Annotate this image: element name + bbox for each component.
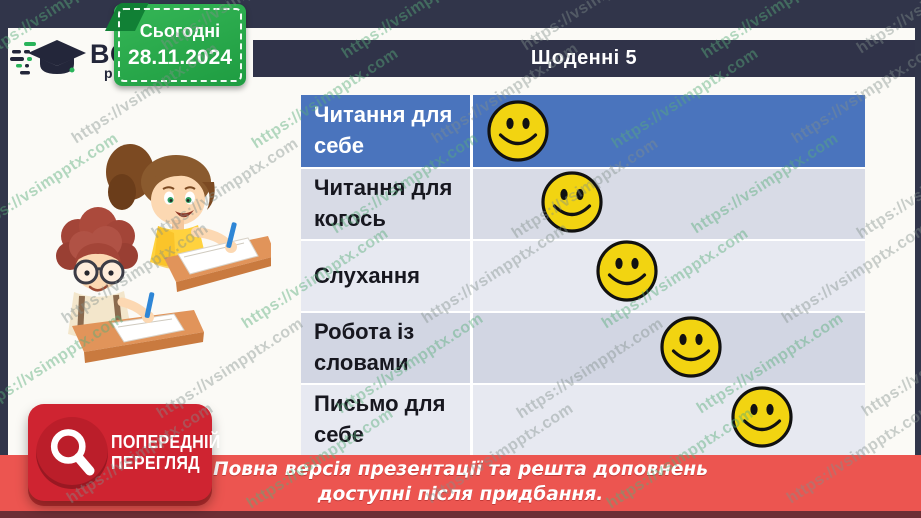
date-badge-value: 28.11.2024 [128,45,232,69]
preview-badge-line2: ПЕРЕГЛЯД [111,451,200,473]
table-row: Читання для себе [301,95,865,167]
magnifier-circle [36,416,108,489]
table-row: Робота із словами [301,311,865,383]
activity-label: Читання для когось [301,169,473,239]
smiley-icon [541,171,603,233]
magnifier-icon [50,428,95,475]
purchase-notice-line1: Повна версія презентації та решта доповн… [213,459,708,481]
activity-rating-cell [473,385,865,455]
purchase-notice-line2: доступні після придбання. [317,484,604,505]
activity-label: Робота із словами [301,313,473,383]
graduation-cap-icon [10,40,86,75]
slide-title: Щоденні 5 [530,47,638,69]
smiley-icon [596,240,658,302]
activity-label: Читання для себе [301,95,473,167]
date-badge-inner: Сьогодні 28.11.2024 [118,8,242,82]
smiley-icon [731,386,793,448]
activity-label: Письмо для себе [301,385,473,455]
date-badge-label: Сьогодні [139,20,221,41]
slide-header-bar: Щоденні 5 [253,40,915,77]
activity-label: Слухання [301,241,473,311]
preview-badge-text: ПОПЕРЕДНІЙ ПЕРЕГЛЯД [111,431,221,473]
children-writing-illustration [56,144,271,363]
preview-badge-line1: ПОПЕРЕДНІЙ [111,431,221,453]
table-row: Слухання [301,239,865,311]
preview-badge: ПОПЕРЕДНІЙ ПЕРЕГЛЯД [28,404,220,501]
smiley-icon [487,100,549,162]
activity-rating-cell [473,241,865,311]
activity-rating-cell [473,169,865,239]
date-badge: Сьогодні 28.11.2024 [105,3,246,86]
bottom-strip [0,511,921,518]
smiley-icon [660,316,722,378]
